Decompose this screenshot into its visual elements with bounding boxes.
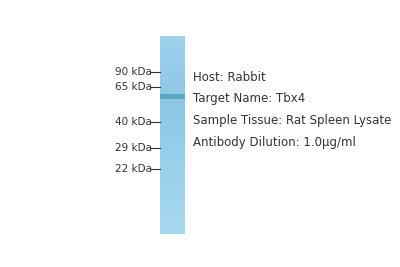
- Text: 40 kDa: 40 kDa: [116, 117, 152, 128]
- Text: Antibody Dilution: 1.0µg/ml: Antibody Dilution: 1.0µg/ml: [193, 136, 356, 148]
- Text: 29 kDa: 29 kDa: [115, 143, 152, 153]
- Text: 65 kDa: 65 kDa: [115, 81, 152, 92]
- Text: 22 kDa: 22 kDa: [115, 164, 152, 174]
- Bar: [160, 94, 185, 99]
- Text: Target Name: Tbx4: Target Name: Tbx4: [193, 92, 305, 105]
- Text: Host: Rabbit: Host: Rabbit: [193, 71, 265, 84]
- Text: 90 kDa: 90 kDa: [116, 67, 152, 77]
- Text: Sample Tissue: Rat Spleen Lysate: Sample Tissue: Rat Spleen Lysate: [193, 114, 391, 127]
